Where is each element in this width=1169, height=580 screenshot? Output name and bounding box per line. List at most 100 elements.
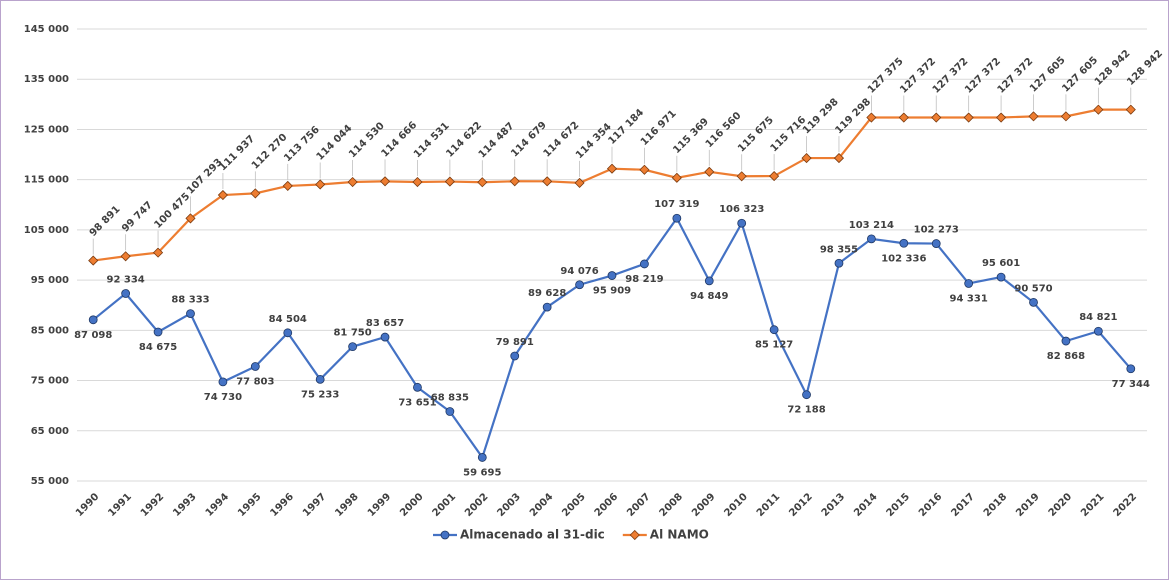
point-marker <box>152 247 164 258</box>
point-marker <box>1093 104 1104 115</box>
x-tick-label: 2008 <box>658 491 685 518</box>
point-marker <box>542 176 553 187</box>
x-tick-label: 2021 <box>1079 491 1106 518</box>
data-label: 79 891 <box>496 337 534 348</box>
data-label: 94 849 <box>690 291 728 302</box>
point-marker <box>120 251 131 262</box>
data-label: 85 127 <box>755 340 793 351</box>
x-tick-label: 2019 <box>1014 491 1041 518</box>
data-label: 102 273 <box>914 225 959 236</box>
point-marker <box>931 112 942 123</box>
x-tick-label: 1993 <box>171 491 198 518</box>
x-tick-label: 2003 <box>496 491 523 518</box>
point-marker <box>283 328 293 338</box>
x-tick-label: 1996 <box>269 491 296 518</box>
x-tick-label: 2006 <box>593 491 620 518</box>
point-marker <box>1029 297 1038 307</box>
point-marker <box>477 453 487 462</box>
data-label: 92 334 <box>106 275 144 286</box>
point-marker <box>347 176 358 188</box>
point-marker <box>672 213 682 223</box>
data-label: 106 323 <box>719 204 764 215</box>
y-tick-label: 95 000 <box>31 275 69 286</box>
x-tick-label: 2020 <box>1047 491 1074 518</box>
data-label: 88 333 <box>171 295 209 306</box>
x-tick-label: 2009 <box>690 491 717 518</box>
point-marker <box>704 166 715 177</box>
data-label: 84 821 <box>1079 312 1117 323</box>
point-marker <box>218 377 228 387</box>
point-marker <box>444 176 455 187</box>
point-marker <box>250 362 260 371</box>
x-tick-label: 1995 <box>236 491 263 518</box>
x-tick-label: 2014 <box>852 491 879 518</box>
point-marker <box>607 271 617 280</box>
point-marker <box>736 171 747 182</box>
x-tick-label: 2007 <box>625 491 652 518</box>
point-marker <box>1061 336 1071 346</box>
data-label: 95 909 <box>593 286 631 297</box>
y-tick-label: 75 000 <box>31 376 69 387</box>
data-label: 72 188 <box>787 405 825 416</box>
point-marker <box>996 112 1007 123</box>
x-tick-label: 2000 <box>398 491 425 518</box>
data-label: 82 868 <box>1047 351 1085 362</box>
point-marker <box>769 171 780 182</box>
data-label: 99 747 <box>120 200 155 235</box>
point-marker <box>282 180 293 191</box>
x-tick-label: 1999 <box>366 491 393 518</box>
x-tick-label: 1992 <box>139 491 166 518</box>
legend-marker <box>440 530 450 540</box>
point-marker <box>769 325 779 335</box>
data-label: 74 730 <box>204 392 242 403</box>
y-tick-label: 55 000 <box>31 476 69 487</box>
data-label: 83 657 <box>366 318 404 329</box>
point-marker <box>639 164 650 175</box>
data-label: 68 835 <box>431 393 469 404</box>
x-tick-label: 1994 <box>204 491 231 518</box>
legend-label: Almacenado al 31-dic <box>460 528 605 542</box>
point-marker <box>834 258 844 268</box>
legend-label: Al NAMO <box>650 528 709 542</box>
point-marker <box>445 407 455 416</box>
data-label: 111 937 <box>217 134 257 174</box>
point-marker <box>866 234 876 244</box>
x-tick-label: 2017 <box>949 491 976 518</box>
data-label: 89 628 <box>528 288 566 299</box>
data-label: 112 270 <box>250 132 290 172</box>
point-marker <box>704 276 714 286</box>
y-tick-label: 135 000 <box>24 74 69 85</box>
y-tick-label: 65 000 <box>31 426 69 437</box>
point-marker <box>996 272 1006 282</box>
point-marker <box>185 213 196 224</box>
y-tick-label: 85 000 <box>31 325 69 336</box>
point-marker <box>606 163 618 174</box>
data-label: 100 475 <box>153 191 193 231</box>
point-marker <box>542 302 552 312</box>
point-marker <box>802 390 811 400</box>
point-marker <box>380 332 390 342</box>
x-tick-label: 2010 <box>722 491 749 518</box>
point-marker <box>88 315 98 325</box>
data-label: 77 344 <box>1112 379 1150 390</box>
data-label: 87 098 <box>74 330 112 341</box>
point-marker <box>153 327 163 337</box>
point-marker <box>899 238 909 248</box>
point-marker <box>1093 326 1103 336</box>
point-marker <box>510 351 520 361</box>
data-label: 107 319 <box>654 199 699 210</box>
point-marker <box>250 188 261 199</box>
x-tick-label: 1991 <box>106 491 133 518</box>
point-marker <box>509 176 520 187</box>
data-label: 119 298 <box>833 97 873 137</box>
point-marker <box>866 112 877 123</box>
point-marker <box>801 153 812 164</box>
point-marker <box>963 112 974 123</box>
point-marker <box>575 280 584 290</box>
point-marker <box>671 172 682 183</box>
data-label: 81 750 <box>333 328 371 339</box>
point-marker <box>477 177 488 188</box>
data-label: 84 504 <box>269 314 307 325</box>
